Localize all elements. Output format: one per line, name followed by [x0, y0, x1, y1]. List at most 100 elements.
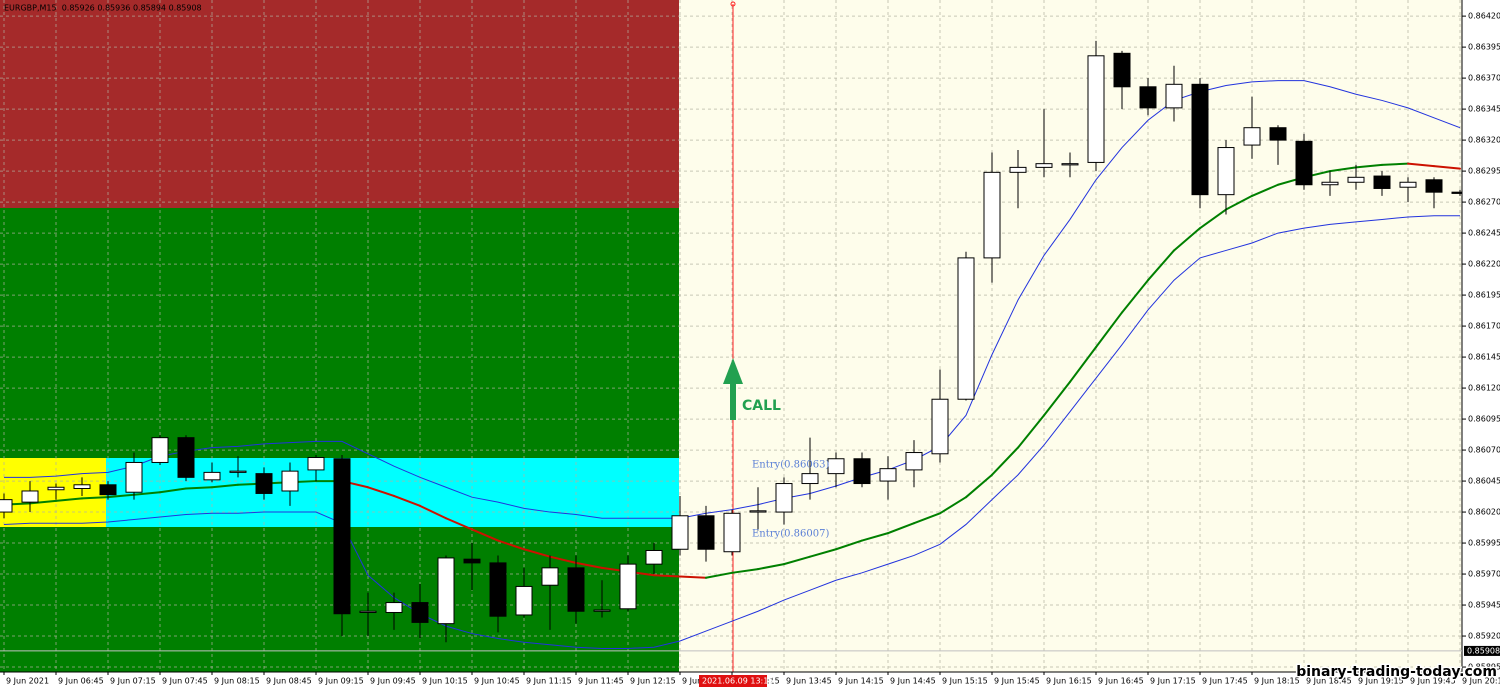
candle-body — [723, 512, 741, 553]
middle-line-segment — [783, 555, 811, 566]
x-tick-label: 9 Jun 16:45 — [1098, 677, 1144, 686]
candle-body — [593, 609, 611, 612]
zone-red — [0, 0, 679, 208]
y-tick-label: 0.86295 — [1468, 167, 1500, 176]
zone-yellow — [0, 458, 106, 527]
y-tick-label: 0.86420 — [1468, 12, 1500, 21]
candle-body — [645, 549, 663, 565]
candle-body — [21, 490, 39, 503]
middle-line-segment — [523, 548, 551, 558]
candle-body — [1217, 147, 1235, 196]
x-tick-label: 9 Jun 10:45 — [474, 677, 520, 686]
y-tick-label: 0.86095 — [1468, 415, 1500, 424]
entry-label: Entry(0.86063) — [752, 460, 829, 471]
x-tick-label: 9 Jun 15:45 — [994, 677, 1040, 686]
candle-body — [333, 458, 351, 615]
candle-body — [177, 437, 195, 478]
middle-line-segment — [185, 486, 213, 490]
middle-line-segment — [159, 487, 187, 494]
candle-body — [1113, 52, 1131, 88]
x-tick-label: 9 Jun 08:45 — [266, 677, 312, 686]
y-tick-label: 0.85970 — [1468, 570, 1500, 579]
y-tick-label: 0.85945 — [1468, 601, 1500, 610]
plot-background — [679, 0, 1462, 672]
band-line — [3, 215, 1460, 649]
candle-body — [1061, 163, 1079, 166]
y-tick-label: 0.86370 — [1468, 74, 1500, 83]
middle-line-segment — [809, 548, 837, 558]
candle-body — [1399, 181, 1417, 188]
middle-line-segment — [835, 539, 863, 551]
x-tick-label: 9 Jun 08:15 — [214, 677, 260, 686]
candle-body — [931, 398, 949, 455]
x-tick-label: 9 Jun 11:15 — [526, 677, 572, 686]
candle-body — [1373, 175, 1391, 189]
middle-line-segment — [29, 499, 57, 505]
axes: 0.86420 0.86395 0.86370 0.86345 0.86320 0.862… — [0, 12, 1500, 686]
middle-line-segment — [133, 491, 161, 496]
x-tick-label: 9 Jun 07:15 — [110, 677, 156, 686]
y-tick-label: 0.86345 — [1468, 105, 1500, 114]
x-tick-label: 9 Jun 14:45 — [890, 677, 936, 686]
middle-line-segment — [81, 496, 109, 500]
candle-body — [1269, 127, 1287, 141]
middle-line-segment — [1121, 279, 1149, 314]
x-tick-label: 9 Jun 11:45 — [578, 677, 624, 686]
entry-label: Entry(0.86007) — [752, 529, 829, 540]
candle-body — [437, 557, 455, 625]
candle-body — [1425, 179, 1443, 193]
indicators — [3, 80, 1461, 649]
y-tick-label: 0.86220 — [1468, 260, 1500, 269]
last-price-label: 0.85908 — [1467, 646, 1500, 655]
band-line — [4, 80, 1461, 519]
x-tick-label: 9 Jun 18:45 — [1306, 677, 1352, 686]
middle-line-segment — [887, 522, 915, 535]
candle-body — [671, 515, 689, 550]
candles — [0, 40, 1469, 643]
symbol-header: EURGBP,M15 0.85926 0.85936 0.85894 0.859… — [4, 4, 202, 13]
candle-body — [1087, 55, 1105, 163]
middle-line-segment — [107, 493, 135, 499]
x-tick-label: 9 Jun 15:15 — [942, 677, 988, 686]
candle-body — [489, 562, 507, 617]
y-tick-label: 0.86245 — [1468, 229, 1500, 238]
candle-body — [957, 257, 975, 400]
middle-line-segment — [1355, 163, 1383, 169]
crosshair-time: 2021.06.09 13:15 — [702, 677, 773, 686]
candle-body — [463, 558, 481, 564]
zone-green — [0, 208, 679, 458]
middle-line-segment — [1199, 208, 1227, 230]
x-tick-label: 9 Jun 17:45 — [1202, 677, 1248, 686]
middle-line-segment — [1147, 249, 1175, 282]
middle-line-segment — [55, 497, 83, 502]
y-tick-label: 0.86395 — [1468, 43, 1500, 52]
candle-body — [827, 458, 845, 475]
candle-body — [697, 515, 715, 550]
middle-line-segment — [575, 561, 603, 569]
candle-body — [1295, 140, 1313, 186]
crosshair-time-box — [699, 675, 767, 687]
y-tick-label: 0.86045 — [1468, 477, 1500, 486]
candle-body — [775, 483, 793, 513]
middle-line-segment — [497, 539, 525, 551]
y-tick-label: 0.86070 — [1468, 446, 1500, 455]
x-tick-label: 9 Jun 2021 — [6, 677, 49, 686]
last-price-box — [1464, 645, 1500, 656]
middle-line-segment — [1069, 346, 1097, 383]
middle-line-segment — [1173, 227, 1201, 252]
candle-body — [1139, 86, 1157, 109]
candle-body — [307, 457, 325, 471]
middle-line-segment — [419, 504, 447, 520]
candle-body — [749, 510, 767, 513]
crosshair-handle — [730, 1, 736, 7]
y-tick-label: 0.86320 — [1468, 136, 1500, 145]
candle-body — [1243, 127, 1261, 146]
candle-body — [1347, 176, 1365, 183]
middle-line-segment — [1095, 311, 1123, 349]
y-tick-label: 0.86020 — [1468, 508, 1500, 517]
candle-body — [0, 499, 13, 513]
middle-line-segment — [211, 483, 239, 489]
arrow-head — [723, 358, 743, 384]
y-tick-label: 0.86120 — [1468, 384, 1500, 393]
x-tick-label: 9 Jun 09:45 — [370, 677, 416, 686]
